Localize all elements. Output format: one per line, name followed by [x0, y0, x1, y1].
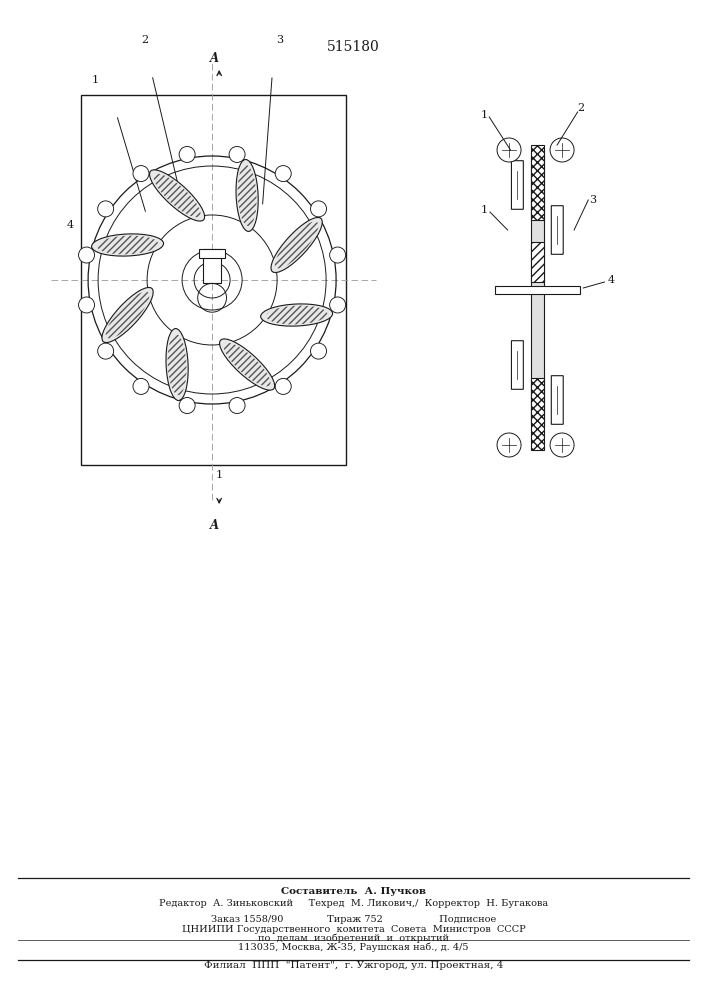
Circle shape [78, 247, 95, 263]
Text: 4: 4 [67, 220, 74, 230]
Ellipse shape [271, 217, 322, 273]
Circle shape [550, 433, 574, 457]
Text: Редактор  А. Зиньковский     Техред  М. Ликович,/  Корректор  Н. Бугакова: Редактор А. Зиньковский Техред М. Ликови… [159, 900, 548, 908]
Bar [204, 249, 221, 283]
Circle shape [329, 297, 346, 313]
FancyBboxPatch shape [551, 206, 563, 254]
Circle shape [229, 398, 245, 414]
Circle shape [497, 138, 521, 162]
FancyBboxPatch shape [511, 161, 523, 209]
Circle shape [98, 343, 114, 359]
FancyBboxPatch shape [551, 376, 563, 424]
Text: Заказ 1558/90              Тираж 752                  Подписное: Заказ 1558/90 Тираж 752 Подписное [211, 914, 496, 924]
Circle shape [310, 201, 327, 217]
Bar [81, 95, 346, 465]
Circle shape [98, 201, 114, 217]
Text: A: A [209, 52, 218, 65]
Circle shape [497, 433, 521, 457]
Circle shape [329, 247, 346, 263]
Text: 3: 3 [589, 195, 596, 205]
Ellipse shape [92, 234, 163, 256]
Text: 4: 4 [608, 275, 615, 285]
Text: ЦНИИПИ Государственного  комитета  Совета  Министров  СССР: ЦНИИПИ Государственного комитета Совета … [182, 924, 525, 934]
Text: 1: 1 [92, 75, 99, 85]
Ellipse shape [236, 159, 258, 231]
Text: Филиал  ППП  "Патент",  г. Ужгород, ул. Проектная, 4: Филиал ППП "Патент", г. Ужгород, ул. Про… [204, 962, 503, 970]
Circle shape [275, 166, 291, 182]
Text: 2: 2 [578, 103, 585, 113]
FancyBboxPatch shape [511, 341, 523, 389]
Ellipse shape [261, 304, 332, 326]
Text: Составитель  А. Пучков: Составитель А. Пучков [281, 888, 426, 896]
Circle shape [133, 166, 149, 182]
Text: 515180: 515180 [327, 40, 380, 54]
Text: 2: 2 [141, 35, 148, 45]
Bar [531, 155, 544, 425]
Circle shape [179, 146, 195, 162]
Circle shape [78, 297, 95, 313]
Bar [199, 249, 226, 258]
Bar [531, 145, 544, 220]
Bar [531, 378, 544, 450]
Circle shape [550, 138, 574, 162]
Circle shape [133, 378, 149, 394]
Text: 113035, Москва, Ж-35, Раушская наб., д. 4/5: 113035, Москва, Ж-35, Раушская наб., д. … [238, 942, 469, 952]
Text: 1: 1 [481, 110, 488, 120]
Bar [495, 286, 580, 294]
Circle shape [275, 378, 291, 394]
Circle shape [229, 146, 245, 162]
Ellipse shape [166, 329, 188, 401]
Circle shape [310, 343, 327, 359]
Circle shape [179, 398, 195, 414]
Ellipse shape [102, 287, 153, 343]
Text: 3: 3 [276, 35, 283, 45]
Bar [531, 242, 544, 282]
Text: 1: 1 [481, 205, 488, 215]
Text: 1: 1 [216, 470, 223, 480]
Text: по  делам  изобретений  и  открытий: по делам изобретений и открытий [258, 933, 449, 943]
Ellipse shape [220, 339, 275, 390]
Text: A: A [209, 519, 218, 532]
Ellipse shape [149, 170, 204, 221]
